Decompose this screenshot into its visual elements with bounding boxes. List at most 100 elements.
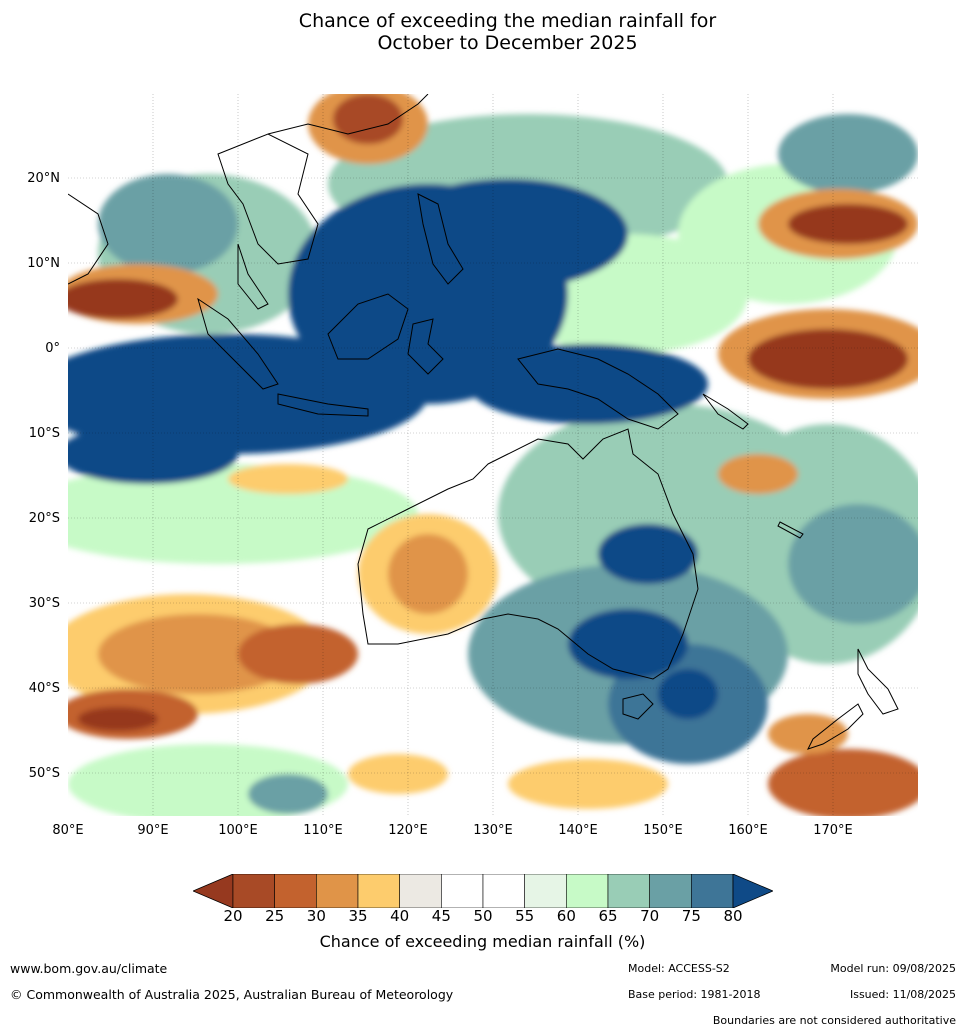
india-coastline	[68, 193, 109, 285]
colorbar-cell-30_35	[316, 873, 359, 909]
colorbar-label: Chance of exceeding median rainfall (%)	[319, 932, 646, 951]
solomon-islands-coastline	[702, 393, 749, 430]
colorbar-tick-label: 30	[306, 907, 326, 925]
lon-label: 150°E	[643, 823, 683, 838]
rainfall-map	[68, 94, 918, 816]
field-patch	[333, 94, 403, 144]
field-patch	[98, 174, 238, 274]
lon-label: 160°E	[728, 823, 768, 838]
new-zealand-south-coastline	[807, 703, 864, 750]
colorbar-cell-65_70	[607, 873, 650, 909]
model-text: Model: ACCESS-S2	[628, 962, 730, 975]
field-patch	[748, 329, 908, 389]
field-patch	[228, 464, 348, 494]
colorbar-cell-40_45	[399, 873, 442, 909]
sulawesi-coastline	[407, 318, 444, 375]
map-title: Chance of exceeding the median rainfall …	[0, 10, 965, 54]
new-guinea-coastline	[517, 348, 679, 430]
lon-label: 90°E	[137, 823, 169, 838]
field-patch	[468, 344, 708, 424]
base-period-text: Base period: 1981-2018	[628, 988, 761, 1001]
field-patch	[388, 179, 628, 289]
field-patch	[98, 614, 298, 694]
lat-label: 10°S	[28, 426, 60, 441]
colorbar-tick-label: 50	[473, 907, 493, 925]
lat-label: 30°S	[28, 596, 60, 611]
field-patch	[598, 524, 698, 584]
colorbar-tick-label: 65	[598, 907, 618, 925]
borneo-coastline	[327, 293, 409, 360]
colorbar	[191, 873, 775, 909]
colorbar-cell-45_50	[441, 873, 484, 909]
colorbar-cell-55_60	[524, 873, 567, 909]
colorbar-tick-label: 80	[723, 907, 743, 925]
colorbar-cell-50_55	[482, 873, 525, 909]
copyright-text: © Commonwealth of Australia 2025, Austra…	[10, 987, 454, 1002]
australia-coastline	[357, 428, 699, 680]
field-patch	[658, 669, 718, 719]
colorbar-tick-label: 35	[348, 907, 368, 925]
model-run-text: Model run: 09/08/2025	[830, 962, 956, 975]
colorbar-cells	[232, 873, 734, 909]
field-patch	[768, 749, 918, 816]
colorbar-tick-label: 40	[390, 907, 410, 925]
issued-text: Issued: 11/08/2025	[849, 988, 956, 1001]
colorbar-cell-25_30	[274, 873, 317, 909]
colorbar-tick-label: 55	[515, 907, 535, 925]
title-line-1: Chance of exceeding the median rainfall …	[298, 10, 717, 32]
lon-label: 130°E	[473, 823, 513, 838]
lon-label: 110°E	[303, 823, 343, 838]
field-patch	[68, 279, 178, 319]
colorbar-tick-label: 70	[640, 907, 660, 925]
colorbar-cell-75_80	[691, 873, 734, 909]
field-patch	[788, 504, 918, 624]
colorbar-tick-label: 75	[681, 907, 701, 925]
graticule	[68, 94, 918, 816]
lat-label: 0°	[45, 341, 60, 356]
field-patch	[718, 454, 798, 494]
colorbar-low-arrow	[191, 873, 234, 909]
field-patch	[788, 204, 908, 244]
field-patch	[568, 609, 688, 679]
field-patch	[238, 624, 358, 684]
malay-peninsula-coastline	[237, 243, 269, 310]
lat-label: 20°N	[27, 171, 60, 186]
lon-label: 80°E	[52, 823, 84, 838]
java-coastline	[277, 393, 369, 417]
lon-label: 170°E	[813, 823, 853, 838]
field-patch	[78, 707, 158, 731]
field-patch	[348, 754, 448, 794]
lon-label: 140°E	[558, 823, 598, 838]
lat-label: 50°S	[28, 766, 60, 781]
tasmania-coastline	[622, 693, 654, 720]
colorbar-cell-20_25	[232, 873, 275, 909]
field-patch	[778, 114, 918, 194]
new-caledonia-coastline	[777, 521, 804, 539]
lon-label: 120°E	[388, 823, 428, 838]
field-patch	[768, 714, 848, 754]
colorbar-cell-70_75	[649, 873, 692, 909]
lon-label: 100°E	[218, 823, 258, 838]
philippines-coastline	[417, 193, 464, 285]
colorbar-cell-35_40	[357, 873, 400, 909]
colorbar-graphic	[191, 873, 775, 909]
field-patch	[508, 759, 668, 809]
field-patch	[388, 534, 468, 614]
china-coastline	[267, 94, 429, 135]
lat-label: 10°N	[27, 256, 60, 271]
website-link[interactable]: www.bom.gov.au/climate	[10, 961, 168, 976]
field-patch	[68, 424, 238, 484]
coastlines	[68, 94, 899, 750]
disclaimer-text: Boundaries are not considered authoritat…	[712, 1014, 956, 1027]
colorbar-cell-60_65	[566, 873, 609, 909]
colorbar-high-arrow	[732, 873, 775, 909]
field-patch	[248, 774, 328, 814]
colorbar-tick-label: 60	[556, 907, 576, 925]
colorbar-tick-label: 20	[223, 907, 243, 925]
colorbar-tick-label: 25	[265, 907, 285, 925]
colorbar-tick-label: 45	[431, 907, 451, 925]
new-zealand-north-coastline	[857, 648, 899, 715]
sumatra-coastline	[197, 297, 279, 390]
lat-label: 40°S	[28, 681, 60, 696]
lat-label: 20°S	[28, 511, 60, 526]
